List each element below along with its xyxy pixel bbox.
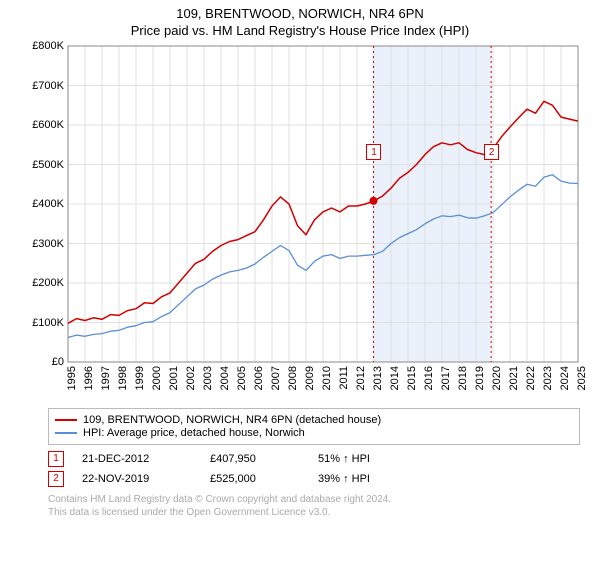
x-tick-label: 2005: [236, 366, 248, 396]
x-tick-label: 1999: [134, 366, 146, 396]
sale-date-2: 22-NOV-2019: [82, 473, 192, 485]
x-tick-label: 1997: [100, 366, 112, 396]
x-tick-label: 2020: [491, 366, 503, 396]
x-tick-label: 2008: [287, 366, 299, 396]
x-tick-label: 2007: [270, 366, 282, 396]
x-tick-label: 2018: [457, 366, 469, 396]
marker-badge-2: 2: [48, 471, 64, 487]
x-tick-label: 1996: [83, 366, 95, 396]
footer-line-1: Contains HM Land Registry data © Crown c…: [48, 493, 580, 506]
y-tick-label: £800K: [20, 40, 64, 52]
y-tick-label: £0: [20, 356, 64, 368]
sale-price-2: £525,000: [210, 473, 300, 485]
legend-swatch-property: [55, 419, 77, 421]
sale-date-1: 21-DEC-2012: [82, 453, 192, 465]
legend-row-hpi: HPI: Average price, detached house, Norw…: [55, 427, 573, 439]
chart-marker-badge-2: 2: [484, 144, 499, 160]
sales-row-1: 1 21-DEC-2012 £407,950 51% ↑ HPI: [48, 449, 580, 469]
x-tick-label: 1995: [66, 366, 78, 396]
x-tick-label: 2013: [372, 366, 384, 396]
sales-table: 1 21-DEC-2012 £407,950 51% ↑ HPI 2 22-NO…: [48, 449, 580, 489]
x-tick-label: 2019: [474, 366, 486, 396]
x-tick-label: 2003: [202, 366, 214, 396]
x-tick-label: 1998: [117, 366, 129, 396]
marker-badge-1: 1: [48, 451, 64, 467]
sale-change-2: 39% ↑ HPI: [318, 473, 408, 485]
x-tick-label: 2009: [304, 366, 316, 396]
y-tick-label: £600K: [20, 119, 64, 131]
sale-change-1: 51% ↑ HPI: [318, 453, 408, 465]
x-tick-label: 2002: [185, 366, 197, 396]
y-tick-label: £300K: [20, 238, 64, 250]
x-tick-label: 2024: [559, 366, 571, 396]
legend-box: 109, BRENTWOOD, NORWICH, NR4 6PN (detach…: [48, 408, 580, 445]
x-tick-label: 2012: [355, 366, 367, 396]
y-tick-label: £700K: [20, 80, 64, 92]
x-tick-label: 2021: [508, 366, 520, 396]
x-tick-label: 2022: [525, 366, 537, 396]
x-tick-label: 2023: [542, 366, 554, 396]
chart-svg: [20, 42, 580, 402]
legend-row-property: 109, BRENTWOOD, NORWICH, NR4 6PN (detach…: [55, 414, 573, 426]
x-tick-label: 2000: [151, 366, 163, 396]
x-tick-label: 2006: [253, 366, 265, 396]
y-tick-label: £500K: [20, 159, 64, 171]
x-tick-label: 2001: [168, 366, 180, 396]
chart-area: £0 £100K £200K £300K £400K £500K £600K £700K £80…: [20, 42, 580, 402]
sale-price-1: £407,950: [210, 453, 300, 465]
x-tick-label: 2015: [406, 366, 418, 396]
x-tick-label: 2025: [576, 366, 588, 396]
footer-attribution: Contains HM Land Registry data © Crown c…: [48, 493, 580, 519]
chart-title: 109, BRENTWOOD, NORWICH, NR4 6PN: [0, 6, 600, 21]
x-tick-label: 2011: [338, 366, 350, 396]
x-tick-label: 2016: [423, 366, 435, 396]
y-tick-label: £100K: [20, 317, 64, 329]
legend-label-property: 109, BRENTWOOD, NORWICH, NR4 6PN (detach…: [83, 414, 381, 426]
x-tick-label: 2017: [440, 366, 452, 396]
x-tick-label: 2014: [389, 366, 401, 396]
sales-row-2: 2 22-NOV-2019 £525,000 39% ↑ HPI: [48, 469, 580, 489]
chart-subtitle: Price paid vs. HM Land Registry's House …: [0, 23, 600, 38]
footer-line-2: This data is licensed under the Open Gov…: [48, 506, 580, 519]
y-tick-label: £200K: [20, 277, 64, 289]
legend-swatch-hpi: [55, 432, 77, 434]
y-tick-label: £400K: [20, 198, 64, 210]
x-tick-label: 2010: [321, 366, 333, 396]
legend-label-hpi: HPI: Average price, detached house, Norw…: [83, 427, 305, 439]
chart-marker-badge-1: 1: [366, 144, 381, 160]
x-tick-label: 2004: [219, 366, 231, 396]
